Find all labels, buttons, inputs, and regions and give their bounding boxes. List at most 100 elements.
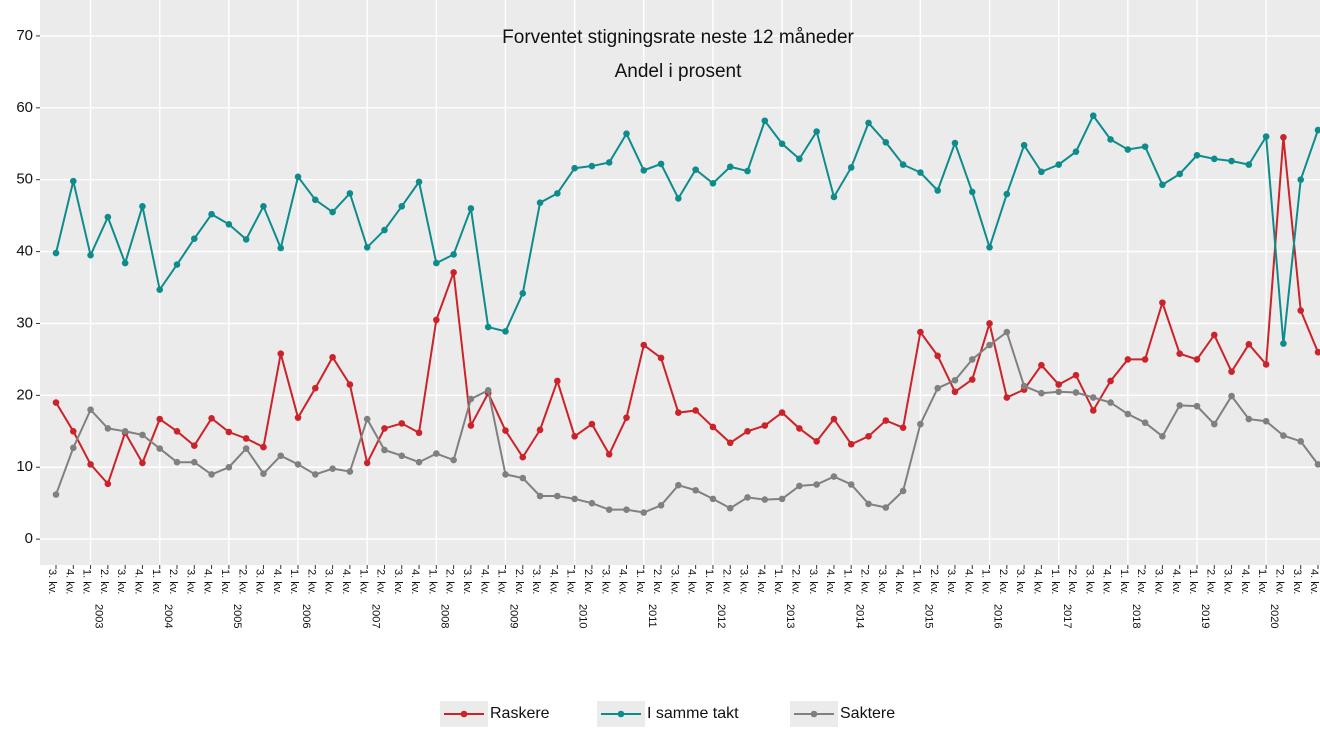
point xyxy=(692,486,699,494)
point xyxy=(1297,176,1305,184)
point xyxy=(761,422,769,429)
point xyxy=(467,395,475,403)
point xyxy=(1124,356,1132,363)
point xyxy=(675,195,682,202)
x-tick-label: 2. kv. xyxy=(444,569,456,594)
point xyxy=(1262,133,1270,140)
point xyxy=(225,428,233,436)
point xyxy=(1314,348,1320,356)
point xyxy=(121,259,129,267)
x-tick-label: 4. kv. xyxy=(893,569,905,594)
x-tick-label: 2. kv. xyxy=(1066,569,1078,594)
point xyxy=(52,491,60,498)
point xyxy=(536,199,544,207)
point xyxy=(1020,141,1028,149)
x-tick-label: 4. kv. xyxy=(962,569,974,594)
x-tick-label: 3. kv. xyxy=(945,569,957,594)
point xyxy=(398,203,406,210)
point xyxy=(139,459,146,467)
point xyxy=(1176,402,1183,409)
y-tick-label: 60 xyxy=(16,99,33,116)
x-tick-label: 2. kv. xyxy=(928,569,940,594)
point xyxy=(398,452,406,460)
x-tick-label: 2. kv. xyxy=(582,569,594,594)
x-tick-label: 4. kv. xyxy=(755,569,767,594)
point xyxy=(69,177,77,185)
point xyxy=(571,164,578,172)
point xyxy=(813,128,820,135)
x-tick-label: 1. kv. xyxy=(150,569,162,594)
point xyxy=(554,492,561,500)
point xyxy=(692,407,699,414)
point xyxy=(951,376,959,384)
point xyxy=(363,415,371,423)
x-tick-label: 1. kv. xyxy=(288,569,300,594)
point xyxy=(640,167,648,174)
point xyxy=(1297,438,1305,445)
point xyxy=(726,504,734,512)
point xyxy=(761,117,769,125)
x-year-label: 2018 xyxy=(1130,604,1142,628)
point xyxy=(312,471,319,478)
x-tick-label: 3. kv. xyxy=(738,569,750,594)
point xyxy=(484,323,492,331)
x-tick-label: 3. kv. xyxy=(1153,569,1165,594)
x-tick-label: 4. kv. xyxy=(1170,569,1182,594)
point xyxy=(1228,368,1235,375)
point xyxy=(1072,371,1080,379)
point xyxy=(1193,402,1201,410)
x-year-label: 2016 xyxy=(992,604,1004,628)
point xyxy=(433,259,440,267)
point xyxy=(381,226,388,234)
point xyxy=(87,406,94,414)
point xyxy=(156,415,164,423)
point xyxy=(208,210,215,218)
point xyxy=(796,425,803,432)
point xyxy=(156,286,164,293)
point xyxy=(519,453,527,461)
series-line xyxy=(55,137,1319,486)
x-tick-label: 2. kv. xyxy=(1204,569,1216,594)
x-tick-label: 2. kv. xyxy=(167,569,179,594)
point xyxy=(1176,170,1183,178)
point xyxy=(1003,394,1011,401)
point xyxy=(242,445,250,452)
x-year-label: 2015 xyxy=(922,604,934,628)
x-year-label: 2020 xyxy=(1268,604,1280,628)
point xyxy=(709,423,717,431)
point xyxy=(1124,146,1132,153)
x-tick-label: 3. kv. xyxy=(1083,569,1095,594)
grid xyxy=(40,0,1320,565)
point xyxy=(173,261,181,268)
point xyxy=(917,169,924,176)
point xyxy=(675,481,682,489)
point xyxy=(208,415,215,422)
y-tick-label: 20 xyxy=(16,386,33,403)
point xyxy=(709,180,717,187)
x-tick-label: 3. kv. xyxy=(530,569,542,594)
point xyxy=(796,482,803,490)
x-tick-label: 4. kv. xyxy=(617,569,629,594)
x-tick-label: 2. kv. xyxy=(997,569,1009,594)
point xyxy=(1089,112,1097,120)
point xyxy=(1210,420,1218,428)
point xyxy=(657,502,665,509)
x-tick-label: 3. kv. xyxy=(876,569,888,594)
point xyxy=(865,119,872,127)
point xyxy=(433,316,440,324)
point xyxy=(1107,136,1114,143)
point xyxy=(139,203,146,210)
point xyxy=(934,187,941,194)
point xyxy=(1228,157,1235,165)
point xyxy=(260,203,267,210)
point xyxy=(968,356,976,363)
point xyxy=(329,353,336,361)
x-tick-label: 3. kv. xyxy=(807,569,819,594)
x-tick-label: 4. kv. xyxy=(340,569,352,594)
point xyxy=(1210,155,1218,163)
point xyxy=(830,193,838,201)
point xyxy=(726,163,734,171)
point xyxy=(450,269,457,276)
x-tick-label: 2. kv. xyxy=(375,569,387,594)
y-tick-label: 70 xyxy=(16,27,33,44)
